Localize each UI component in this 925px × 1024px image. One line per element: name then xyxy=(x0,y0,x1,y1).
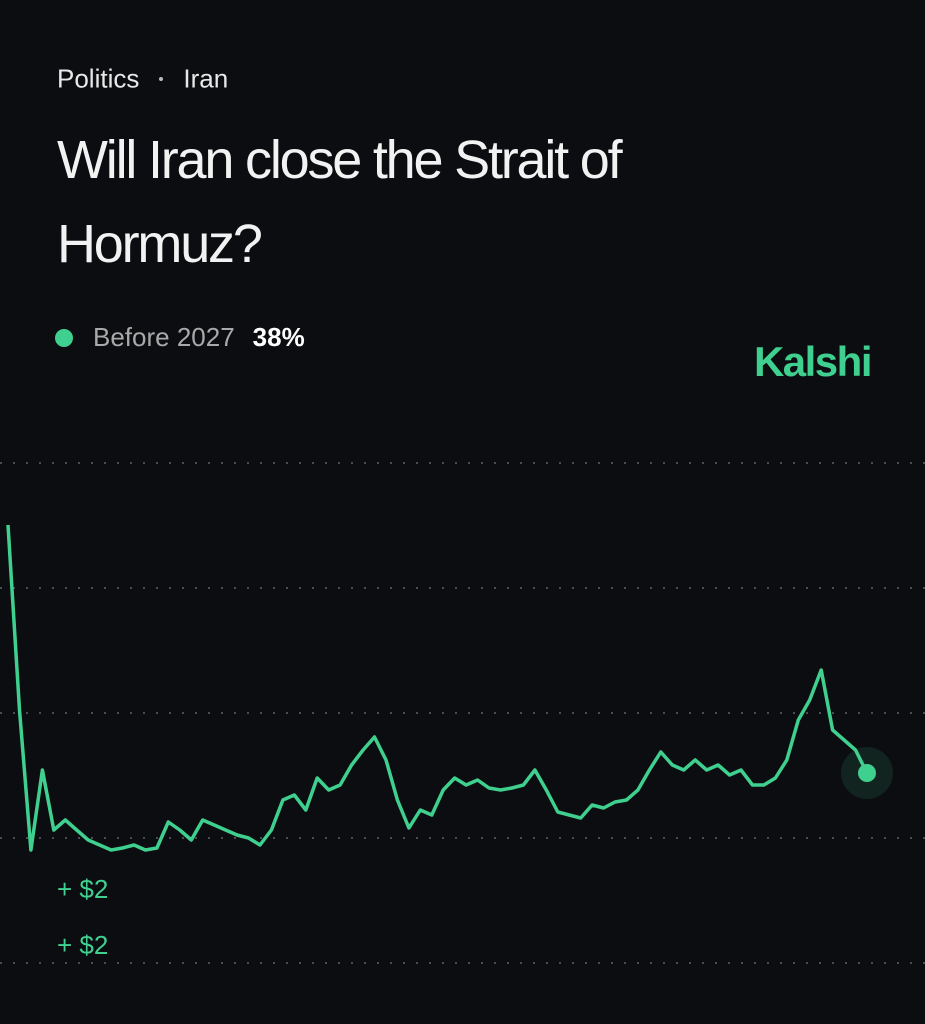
annotation: + $2 xyxy=(57,930,108,960)
legend: Before 2027 38% xyxy=(55,322,305,353)
separator xyxy=(159,77,164,82)
breadcrumb-item[interactable]: Politics xyxy=(57,63,140,94)
brand: Kalshi xyxy=(753,338,873,385)
annotation: + $2 xyxy=(57,874,108,904)
title: Will Iran close the Strait of Hormuz? xyxy=(57,130,623,274)
line xyxy=(6,524,869,852)
legend-value: 38% xyxy=(252,322,305,352)
legend-name: Before 2027 xyxy=(93,322,235,352)
legend-swatch xyxy=(55,328,73,347)
breadcrumb-item[interactable]: Iran xyxy=(183,63,229,94)
breadcrumb: Politics Iran xyxy=(57,62,228,95)
end-dot xyxy=(858,764,876,782)
